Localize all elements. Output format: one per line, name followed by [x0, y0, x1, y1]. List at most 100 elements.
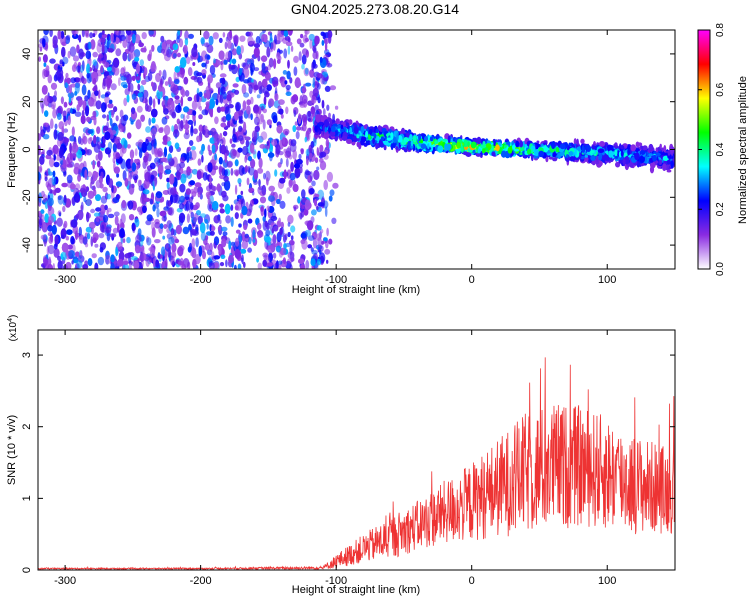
signal-blob	[642, 145, 648, 151]
noise-blob	[181, 69, 185, 79]
signal-blob	[596, 155, 599, 162]
y-tick-label: -20	[21, 189, 33, 205]
signal-blob	[460, 145, 464, 153]
noise-blob	[301, 48, 309, 56]
noise-blob	[93, 134, 97, 145]
noise-blob	[233, 34, 239, 45]
noise-blob	[124, 177, 129, 187]
noise-blob	[50, 100, 56, 110]
signal-blob	[667, 149, 671, 156]
noise-blob	[304, 136, 308, 143]
noise-blob	[82, 264, 89, 269]
noise-blob	[78, 48, 84, 60]
noise-blob	[232, 133, 237, 143]
noise-blob	[269, 32, 273, 42]
noise-blob	[99, 37, 106, 43]
noise-blob	[168, 157, 175, 167]
noise-blob	[77, 174, 81, 182]
noise-blob	[191, 100, 198, 111]
noise-blob	[192, 110, 197, 116]
noise-blob	[63, 194, 67, 204]
noise-blob	[129, 149, 135, 159]
noise-blob	[100, 171, 104, 180]
noise-blob	[42, 149, 45, 155]
noise-blob	[54, 235, 59, 246]
noise-blob	[65, 34, 71, 41]
signal-blob	[555, 147, 560, 153]
signal-blob	[427, 143, 430, 150]
noise-blob	[293, 55, 299, 64]
signal-blob	[437, 145, 444, 153]
noise-blob	[292, 149, 298, 160]
noise-blob	[194, 182, 202, 188]
noise-blob	[285, 91, 292, 97]
noise-blob	[204, 218, 208, 224]
noise-blob	[218, 245, 222, 255]
noise-blob	[115, 152, 121, 160]
noise-blob	[261, 184, 267, 196]
signal-blob	[369, 128, 373, 135]
x-tick-label: -100	[325, 575, 347, 587]
noise-blob	[148, 117, 152, 126]
noise-blob	[176, 170, 180, 181]
noise-blob	[49, 189, 53, 194]
noise-blob	[205, 191, 211, 198]
colorbar-ticks: 0.00.20.40.60.8	[698, 23, 726, 276]
signal-blob	[515, 140, 520, 148]
noise-blob	[213, 215, 220, 224]
noise-blob	[230, 204, 234, 211]
signal-blob	[314, 125, 318, 132]
noise-blob	[150, 63, 157, 73]
noise-blob	[231, 48, 238, 56]
noise-blob	[167, 200, 172, 207]
noise-blob	[95, 100, 102, 110]
noise-blob	[230, 168, 234, 176]
noise-blob	[127, 200, 134, 210]
noise-blob	[201, 154, 204, 163]
noise-blob	[201, 143, 206, 152]
noise-blob	[312, 51, 318, 60]
noise-blob	[86, 198, 92, 206]
noise-blob	[109, 233, 117, 238]
noise-blob	[309, 39, 313, 49]
noise-blob	[140, 47, 147, 53]
noise-blob	[301, 239, 308, 250]
noise-blob	[279, 200, 286, 209]
noise-blob	[297, 114, 304, 120]
noise-blob	[113, 211, 120, 217]
noise-blob	[304, 30, 310, 35]
noise-blob	[220, 144, 227, 155]
noise-blob	[129, 83, 134, 93]
noise-blob	[243, 92, 250, 98]
signal-blob	[395, 146, 399, 150]
noise-blob	[137, 83, 141, 91]
noise-blob	[94, 262, 99, 269]
noise-blob	[151, 108, 158, 118]
noise-blob	[39, 97, 45, 109]
noise-blob	[224, 203, 231, 215]
noise-blob	[220, 60, 223, 66]
noise-blob	[77, 209, 84, 221]
noise-blob	[307, 244, 313, 249]
signal-blob	[349, 126, 353, 135]
noise-blob	[108, 178, 114, 188]
noise-blob	[290, 95, 296, 105]
noise-blob	[62, 159, 67, 169]
noise-blob	[85, 149, 92, 156]
noise-blob	[57, 260, 63, 269]
noise-blob	[280, 113, 284, 119]
noise-blob	[52, 35, 58, 46]
noise-blob	[230, 148, 237, 159]
noise-blob	[166, 177, 170, 183]
noise-blob	[186, 114, 190, 120]
noise-blob	[151, 117, 156, 124]
noise-blob	[52, 44, 58, 49]
noise-blob	[61, 182, 68, 188]
noise-blob	[78, 226, 83, 237]
noise-blob	[124, 88, 130, 96]
noise-blob	[260, 131, 268, 141]
y-tick-label: 2	[21, 424, 33, 430]
noise-blob	[135, 119, 142, 130]
noise-blob	[112, 227, 119, 234]
